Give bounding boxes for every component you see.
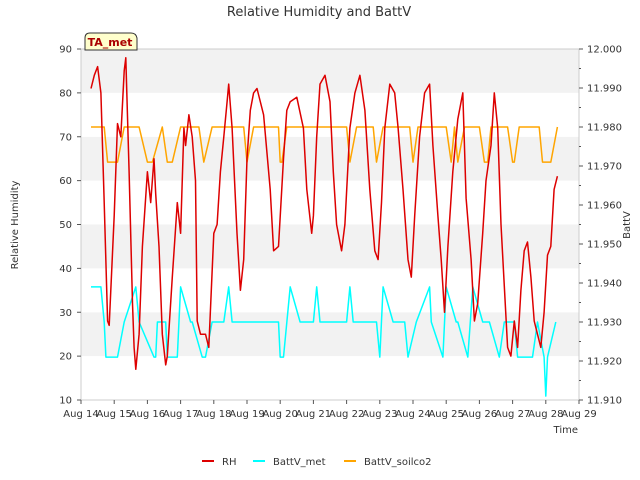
x-tick-label: Aug 17: [163, 409, 198, 420]
plot-bands: [81, 49, 579, 400]
plot-band: [81, 268, 579, 313]
y2-tick-label: 11.950: [587, 240, 622, 251]
x-tick-label: Aug 16: [130, 409, 165, 420]
x-tick-label: Aug 19: [229, 409, 264, 420]
plot-band: [81, 136, 579, 181]
y2-tick-label: 12.000: [587, 45, 622, 56]
x-tick-label: Aug 14: [63, 409, 98, 420]
plot-band: [81, 180, 579, 225]
series-layer: [90, 57, 559, 397]
y2-tick-label: 11.990: [587, 84, 622, 95]
legend-label: BattV_met: [273, 457, 326, 468]
y-tick-label: 90: [59, 45, 72, 56]
x-tick-label: Aug 23: [362, 409, 397, 420]
y-tick-label: 70: [59, 132, 72, 143]
y2-tick-label: 11.960: [587, 201, 622, 212]
plot-band: [81, 356, 579, 400]
x-tick-label: Aug 27: [495, 409, 530, 420]
x-tick-label: Aug 22: [329, 409, 364, 420]
y2-tick-label: 11.980: [587, 123, 622, 134]
plot-band: [81, 49, 579, 93]
x-axis-label: Time: [553, 425, 578, 436]
x-tick-label: Aug 25: [428, 409, 463, 420]
legend: RH BattV_met BattV_soilco2: [202, 457, 432, 468]
y2-tick-label: 11.920: [587, 357, 622, 368]
y-tick-label: 60: [59, 176, 72, 187]
plot-band: [81, 224, 579, 269]
y2-tick-label: 11.930: [587, 318, 622, 329]
legend-label: BattV_soilco2: [364, 457, 432, 468]
x-tick-label: Aug 18: [196, 409, 231, 420]
y2-tick-label: 11.940: [587, 279, 622, 290]
series-line-battv-met: [91, 286, 557, 397]
legend-label: RH: [222, 457, 236, 468]
y-tick-label: 30: [59, 308, 72, 319]
x-tick-label: Aug 20: [262, 409, 297, 420]
y-tick-label: 40: [59, 264, 72, 275]
y-axis-ticks: 10 20 30 40 50 60 70 80 90: [59, 45, 81, 407]
y-tick-label: 10: [59, 396, 72, 407]
y2-axis-ticks: 11.910 11.920 11.930 11.940 11.950 11.960 11.9…: [579, 45, 622, 407]
series-line-rh: [90, 57, 559, 371]
annotation-box: TA_met: [84, 32, 138, 51]
y-tick-label: 80: [59, 88, 72, 99]
x-tick-label: Aug 15: [96, 409, 131, 420]
x-tick-label: Aug 29: [561, 409, 596, 420]
annotation-background: [84, 32, 138, 51]
series-line-battv-soilco2: [91, 126, 559, 163]
x-tick-label: Aug 26: [462, 409, 497, 420]
y2-axis-label: BattV: [622, 211, 633, 239]
y-axis-label: Relative Humidity: [10, 181, 21, 270]
chart-title: Relative Humidity and BattV: [227, 5, 411, 20]
y2-tick-label: 11.910: [587, 396, 622, 407]
y2-tick-label: 11.970: [587, 162, 622, 173]
x-tick-label: Aug 28: [528, 409, 563, 420]
annotation-text: TA_met: [88, 36, 133, 49]
x-tick-label: Aug 24: [395, 409, 430, 420]
y-tick-label: 20: [59, 352, 72, 363]
x-tick-label: Aug 21: [296, 409, 331, 420]
y-tick-label: 50: [59, 220, 72, 231]
